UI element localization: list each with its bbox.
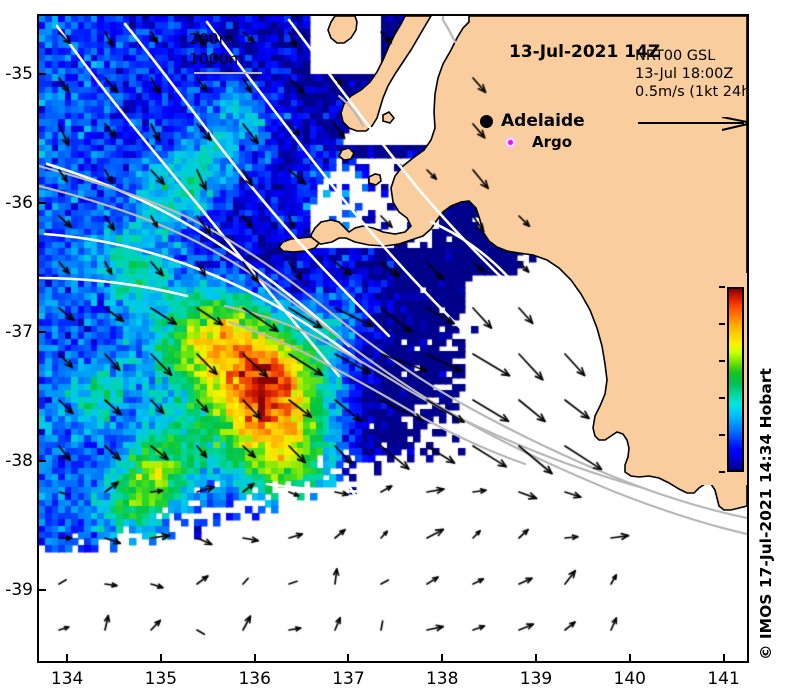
adelaide-label: Adelaide — [501, 111, 585, 131]
depth-label-200m: 200m — [189, 30, 234, 48]
adelaide-marker: Adelaide — [480, 111, 585, 131]
x-tick — [347, 654, 350, 661]
x-tick-label: 137 — [332, 669, 365, 689]
surface-current-vectors — [39, 16, 747, 661]
colorbar-title: std dev of 4hr SST comp — [746, 287, 747, 472]
y-tick-label: -35 — [5, 64, 33, 85]
meta-speed-scale-line: 0.5m/s (1kt 24h) — [635, 84, 749, 100]
y-tick — [39, 589, 46, 592]
y-tick-label: -37 — [5, 322, 33, 343]
colorbar-tick — [719, 434, 725, 436]
city-dot-icon — [480, 114, 493, 128]
colorbar-panel: 00.20.40.60.81 std dev of 4hr SST comp — [691, 273, 747, 485]
colorbar-tick — [719, 323, 725, 325]
colorbar-gradient — [727, 287, 744, 472]
depth-contour-legend: 200m 1000m — [189, 29, 262, 74]
x-tick-label: 141 — [707, 669, 740, 689]
x-tick-label: 136 — [238, 669, 271, 689]
map-date-title: 13-Jul-2021 14Z — [509, 42, 661, 62]
x-tick-label: 134 — [50, 669, 84, 689]
map-plot-area[interactable]: 200m 1000m 13-Jul-2021 14Z NRT00 GSL 13-… — [37, 14, 749, 663]
y-tick-label: -39 — [5, 580, 33, 601]
x-tick — [253, 654, 256, 661]
y-tick — [39, 73, 46, 76]
depth-label-1000m: 1000m — [189, 50, 244, 68]
meta-valid-time-line: 13-Jul 18:00Z — [635, 66, 734, 82]
velocity-reference-arrow — [636, 116, 747, 131]
x-tick — [628, 654, 631, 661]
x-tick-label: 139 — [519, 669, 553, 689]
x-tick-label: 138 — [425, 669, 459, 689]
colorbar-tick — [719, 471, 725, 473]
colorbar-tick — [719, 360, 725, 362]
y-tick-label: -38 — [5, 451, 33, 472]
y-tick — [39, 331, 46, 334]
argo-label: Argo — [532, 133, 573, 151]
x-tick — [722, 654, 725, 661]
colorbar-tick — [719, 397, 725, 399]
x-tick — [441, 654, 444, 661]
argo-float-icon — [505, 136, 516, 148]
model-metadata-block: NRT00 GSL 13-Jul 18:00Z 0.5m/s (1kt 24h) — [635, 47, 749, 101]
y-tick — [39, 460, 46, 463]
meta-product-line: NRT00 GSL — [635, 48, 716, 64]
imos-credit: © IMOS 17-Jul-2021 14:34 Hobart — [757, 368, 775, 660]
x-tick — [159, 654, 162, 661]
colorbar-tick — [719, 286, 725, 288]
x-tick-label: 140 — [613, 669, 646, 689]
depth-legend-line — [194, 72, 262, 74]
y-tick — [39, 202, 46, 205]
x-tick-label: 135 — [144, 669, 178, 689]
x-tick — [66, 654, 69, 661]
x-tick — [535, 654, 537, 661]
argo-marker-legend: Argo — [505, 133, 572, 151]
y-tick-label: -36 — [5, 193, 33, 214]
